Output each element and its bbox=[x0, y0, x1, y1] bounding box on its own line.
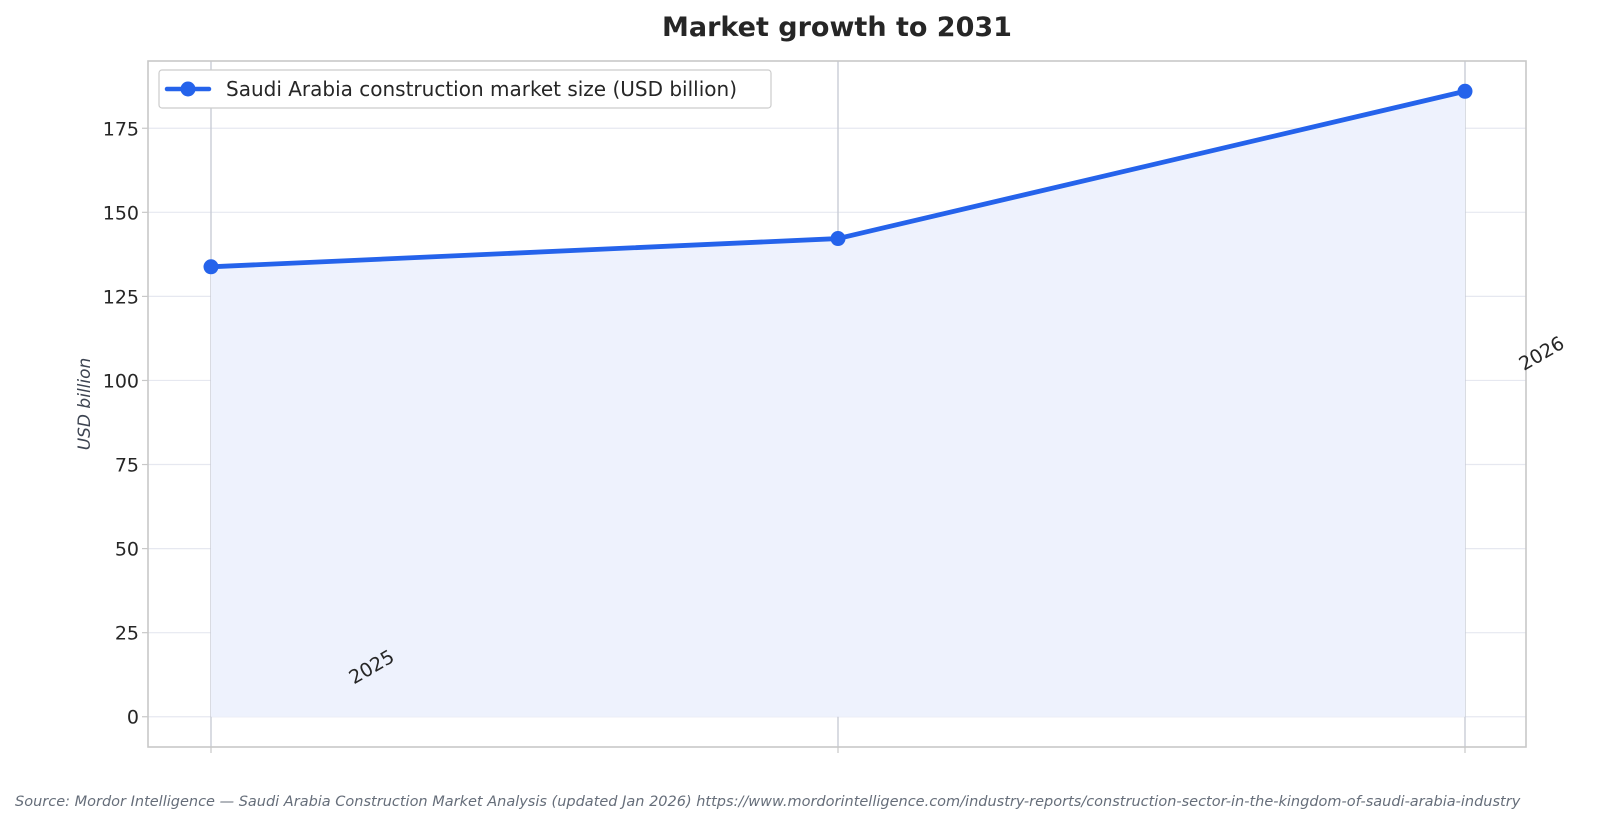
data-point bbox=[1457, 83, 1473, 99]
y-tick-label: 100 bbox=[103, 370, 139, 392]
y-tick-label: 25 bbox=[115, 623, 139, 645]
y-tick-label: 150 bbox=[103, 202, 139, 224]
legend-box bbox=[158, 69, 772, 109]
y-tick-label: 50 bbox=[115, 539, 139, 561]
data-point bbox=[203, 259, 219, 275]
plot-frame bbox=[147, 60, 1527, 748]
y-tick-label: 175 bbox=[103, 118, 139, 140]
y-tick-label: 125 bbox=[103, 286, 139, 308]
legend-label: Saudi Arabia construction market size (U… bbox=[226, 77, 737, 101]
legend-marker-swatch bbox=[180, 81, 196, 97]
data-point bbox=[830, 231, 846, 247]
legend: Saudi Arabia construction market size (U… bbox=[158, 69, 772, 109]
y-tick-label: 0 bbox=[127, 707, 139, 729]
source-note: Source: Mordor Intelligence — Saudi Arab… bbox=[15, 794, 1521, 810]
y-tick-label: 75 bbox=[115, 455, 139, 477]
chart-title: Market growth to 2031 bbox=[662, 12, 1012, 43]
y-axis-label: USD billion bbox=[75, 358, 95, 451]
x-tick-label: 2026 bbox=[1515, 332, 1568, 375]
series-layer bbox=[203, 83, 1473, 717]
series-area bbox=[211, 91, 1465, 717]
y-axis-ticks: 0 25 50 75 100 125 150 175 bbox=[103, 118, 148, 729]
